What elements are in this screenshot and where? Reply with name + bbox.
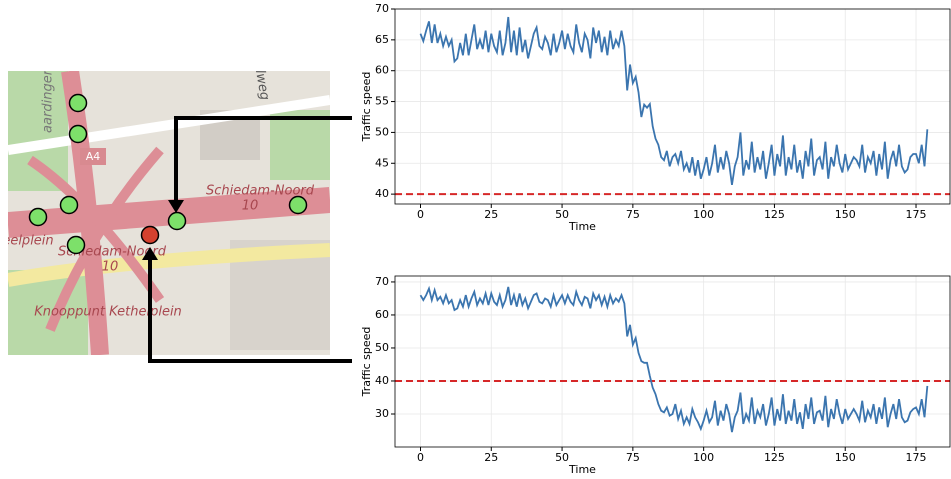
- sensor: [70, 95, 87, 112]
- x-tick-label: 125: [764, 208, 785, 221]
- x-tick-label: 50: [555, 451, 569, 464]
- x-tick-label: 25: [484, 208, 498, 221]
- y-tick-label: 40: [375, 187, 389, 200]
- map-label: A4: [86, 150, 101, 163]
- sensor: [61, 197, 78, 214]
- y-tick-label: 70: [375, 275, 389, 288]
- map-label: eelplein: [2, 234, 53, 249]
- y-tick-label: 55: [375, 95, 389, 108]
- sensor: [70, 126, 87, 143]
- map: A4 aardingen Schiedam-Noord 10 eelplein …: [2, 67, 330, 355]
- map-label: Knooppunt Kethelplein: [34, 305, 182, 320]
- x-tick-label: 175: [906, 451, 927, 464]
- x-tick-label: 150: [835, 451, 856, 464]
- x-tick-label: 75: [626, 451, 640, 464]
- y-tick-label: 50: [375, 341, 389, 354]
- sensor: [290, 197, 307, 214]
- map-label: 10: [102, 260, 119, 275]
- sensor: [30, 209, 47, 226]
- y-tick-label: 60: [375, 64, 389, 77]
- x-tick-label: 100: [693, 451, 714, 464]
- x-tick-label: 0: [417, 451, 424, 464]
- x-tick-label: 100: [693, 208, 714, 221]
- x-tick-label: 50: [555, 208, 569, 221]
- series-line: [420, 17, 927, 185]
- y-tick-label: 30: [375, 407, 389, 420]
- x-tick-label: 125: [764, 451, 785, 464]
- x-tick-label: 25: [484, 451, 498, 464]
- map-label: 10: [242, 199, 259, 214]
- plot-frame: [395, 9, 950, 204]
- y-axis-label: Traffic speed: [360, 72, 373, 143]
- y-tick-label: 70: [375, 2, 389, 15]
- y-tick-label: 60: [375, 308, 389, 321]
- x-axis-label: Time: [568, 463, 596, 475]
- y-tick-label: 50: [375, 125, 389, 138]
- x-tick-label: 75: [626, 208, 640, 221]
- park: [8, 71, 68, 191]
- x-axis-label: Time: [568, 220, 596, 233]
- park: [270, 110, 330, 180]
- sensor: [68, 237, 85, 254]
- sensor-selected: [142, 227, 159, 244]
- y-tick-label: 40: [375, 374, 389, 387]
- map-label: aardingen: [41, 67, 56, 133]
- x-tick-label: 150: [835, 208, 856, 221]
- y-tick-label: 65: [375, 33, 389, 46]
- y-tick-label: 45: [375, 156, 389, 169]
- series-line: [420, 287, 927, 432]
- x-tick-label: 175: [906, 208, 927, 221]
- sensor: [169, 213, 186, 230]
- figure: A4 aardingen Schiedam-Noord 10 eelplein …: [0, 0, 951, 475]
- y-axis-label: Traffic speed: [360, 327, 373, 398]
- x-tick-label: 0: [417, 208, 424, 221]
